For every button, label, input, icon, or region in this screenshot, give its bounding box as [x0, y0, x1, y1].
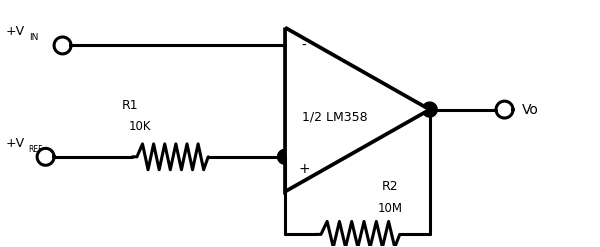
Text: 10M: 10M — [377, 202, 402, 215]
Polygon shape — [422, 102, 437, 117]
Polygon shape — [285, 28, 430, 192]
Text: +: + — [298, 162, 310, 176]
Text: -: - — [302, 39, 307, 52]
Text: REF: REF — [29, 145, 43, 154]
Text: 1/2 LM358: 1/2 LM358 — [302, 111, 368, 124]
Text: Vo: Vo — [521, 103, 538, 117]
Text: +V: +V — [5, 25, 25, 39]
Polygon shape — [278, 149, 293, 164]
Text: R1: R1 — [122, 99, 139, 112]
Text: R2: R2 — [382, 180, 398, 193]
Text: +V: +V — [5, 137, 25, 150]
Text: 10K: 10K — [129, 121, 152, 133]
Text: IN: IN — [29, 33, 38, 42]
